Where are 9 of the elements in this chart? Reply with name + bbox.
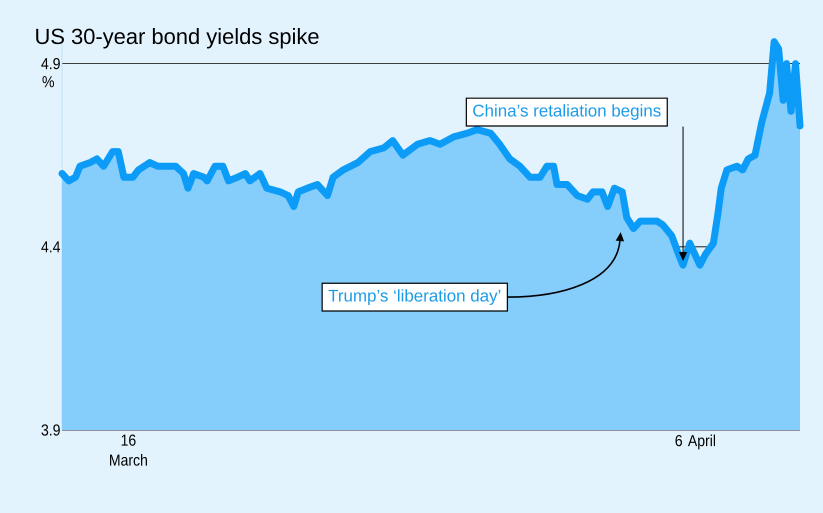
y-tick-label: 3.9: [42, 424, 60, 436]
x-tick-label: 6 April: [676, 434, 716, 450]
chart-title: US 30-year bond yields spike: [36, 28, 319, 48]
y-tick-label: 4.9: [41, 58, 60, 70]
y-axis-title: %: [42, 76, 54, 88]
annotation: China’s retaliation begins: [473, 104, 661, 120]
y-tick-label: 4.4: [41, 241, 60, 252]
x-tick-label: 16 March: [110, 434, 147, 466]
annotation: Trump’s ‘liberation day’: [328, 289, 500, 305]
